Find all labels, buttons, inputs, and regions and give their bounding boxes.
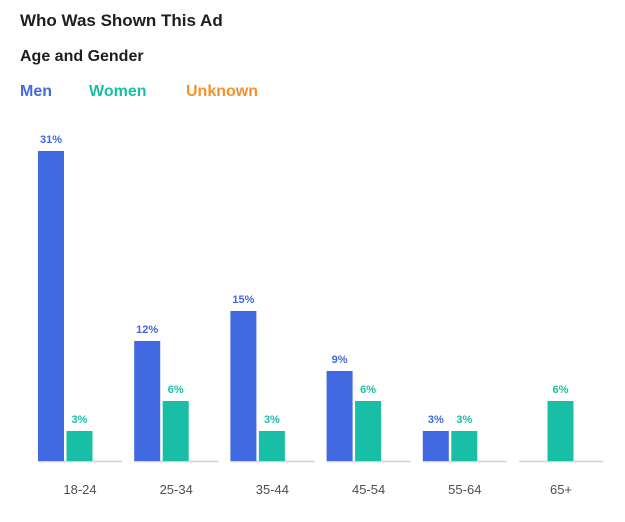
bar-men-18-24[interactable]	[38, 151, 64, 461]
bar-women-55-64[interactable]	[451, 431, 478, 461]
legend-item-women[interactable]: Women	[89, 83, 147, 100]
bar-women-35-44[interactable]	[258, 431, 285, 461]
x-tick-label-55-64: 55-64	[448, 482, 481, 497]
bar-women-45-54[interactable]	[355, 401, 382, 461]
x-tick-label-35-44: 35-44	[256, 482, 289, 497]
x-tick-label-45-54: 45-54	[352, 482, 385, 497]
data-label-women-25-34: 6%	[168, 384, 184, 396]
bar-men-25-34[interactable]	[134, 341, 161, 461]
x-tick-label-65: 65+	[550, 482, 572, 497]
data-label-men-18-24: 31%	[40, 134, 62, 146]
chart-subtitle: Age and Gender	[20, 48, 144, 65]
bar-men-45-54[interactable]	[326, 371, 353, 461]
bar-women-18-24[interactable]	[66, 431, 93, 461]
legend-item-unknown[interactable]: Unknown	[186, 83, 258, 100]
bar-women-25-34[interactable]	[162, 401, 189, 461]
legend-item-men[interactable]: Men	[20, 83, 52, 100]
data-label-women-35-44: 3%	[264, 414, 280, 426]
bar-women-65[interactable]	[547, 401, 574, 461]
bar-men-55-64[interactable]	[422, 431, 449, 461]
data-label-men-45-54: 9%	[332, 354, 348, 366]
x-tick-label-18-24: 18-24	[63, 482, 96, 497]
data-label-men-35-44: 15%	[232, 294, 254, 306]
data-label-men-25-34: 12%	[136, 324, 158, 336]
bar-men-35-44[interactable]	[230, 311, 257, 461]
data-label-women-18-24: 3%	[72, 414, 88, 426]
data-label-women-65: 6%	[553, 384, 569, 396]
data-label-women-45-54: 6%	[360, 384, 376, 396]
data-label-men-55-64: 3%	[428, 414, 444, 426]
chart-title: Who Was Shown This Ad	[20, 11, 223, 30]
x-tick-label-25-34: 25-34	[160, 482, 193, 497]
data-label-women-55-64: 3%	[456, 414, 472, 426]
